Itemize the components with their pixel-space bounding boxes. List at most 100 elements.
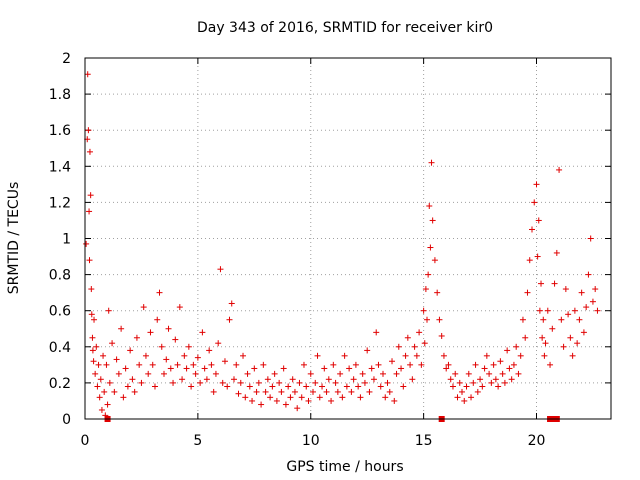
data-point — [355, 383, 362, 390]
data-point — [341, 352, 348, 359]
data-point — [93, 343, 100, 350]
data-point — [447, 376, 454, 383]
data-point — [215, 340, 222, 347]
data-point — [519, 316, 526, 323]
data-point — [431, 257, 438, 264]
data-point — [276, 379, 283, 386]
data-point — [413, 352, 420, 359]
data-point — [539, 334, 546, 341]
data-point — [278, 388, 285, 395]
data-point — [438, 332, 445, 339]
data-point — [192, 370, 199, 377]
data-point — [562, 286, 569, 293]
data-point — [251, 365, 258, 372]
data-point — [172, 336, 179, 343]
data-point — [307, 370, 314, 377]
data-point — [244, 370, 251, 377]
data-point — [296, 379, 303, 386]
data-point — [323, 388, 330, 395]
data-point — [506, 365, 513, 372]
data-point — [443, 365, 450, 372]
data-point — [334, 388, 341, 395]
x-axis-label: GPS time / hours — [286, 459, 403, 475]
data-point — [328, 397, 335, 404]
data-point — [305, 397, 312, 404]
data-point — [541, 352, 548, 359]
data-point — [206, 347, 213, 354]
data-point — [526, 257, 533, 264]
data-point — [449, 383, 456, 390]
data-point — [361, 379, 368, 386]
data-point — [402, 352, 409, 359]
data-point — [490, 361, 497, 368]
data-point — [330, 361, 337, 368]
data-point — [379, 370, 386, 377]
data-point — [364, 347, 371, 354]
data-point — [111, 388, 118, 395]
y-tick-label: 1.4 — [49, 159, 71, 175]
data-point — [479, 383, 486, 390]
data-point — [133, 334, 140, 341]
data-point — [149, 361, 156, 368]
data-point — [316, 394, 323, 401]
x-tick-label: 15 — [415, 433, 433, 449]
data-point — [100, 352, 107, 359]
y-tick-label: 0.2 — [49, 376, 71, 392]
data-point — [513, 343, 520, 350]
data-point — [375, 361, 382, 368]
data-point — [91, 316, 98, 323]
data-point — [98, 406, 105, 413]
data-point — [348, 388, 355, 395]
data-point — [273, 397, 280, 404]
data-point — [101, 388, 108, 395]
data-point — [510, 361, 517, 368]
data-point — [368, 365, 375, 372]
data-point — [411, 343, 418, 350]
data-point — [90, 358, 97, 365]
data-point — [386, 388, 393, 395]
data-point — [199, 329, 206, 336]
data-point — [210, 388, 217, 395]
data-point — [156, 289, 163, 296]
data-point — [370, 376, 377, 383]
data-point — [151, 383, 158, 390]
data-point — [85, 127, 92, 134]
y-tick-label: 0.8 — [49, 268, 71, 284]
data-point — [357, 394, 364, 401]
data-point — [517, 352, 524, 359]
data-point — [212, 370, 219, 377]
data-point — [409, 376, 416, 383]
data-point — [407, 361, 414, 368]
data-point — [201, 365, 208, 372]
data-point — [461, 397, 468, 404]
data-point — [536, 307, 543, 314]
data-point — [585, 271, 592, 278]
data-point — [310, 388, 317, 395]
data-point — [571, 307, 578, 314]
data-point — [233, 361, 240, 368]
data-point — [483, 352, 490, 359]
data-point — [569, 352, 576, 359]
data-point — [287, 394, 294, 401]
data-point — [346, 365, 353, 372]
data-point — [84, 71, 91, 78]
data-point — [246, 383, 253, 390]
data-point — [429, 217, 436, 224]
data-point — [565, 311, 572, 318]
data-point — [174, 361, 181, 368]
data-point — [558, 316, 565, 323]
data-point — [258, 401, 265, 408]
data-point — [181, 352, 188, 359]
data-point — [477, 376, 484, 383]
y-tick-label: 1 — [62, 232, 71, 248]
data-point — [427, 244, 434, 251]
data-point — [465, 370, 472, 377]
data-point — [384, 379, 391, 386]
data-point — [158, 343, 165, 350]
data-point — [404, 334, 411, 341]
data-point — [391, 397, 398, 404]
data-point — [89, 347, 96, 354]
data-points — [83, 71, 601, 419]
data-point — [314, 352, 321, 359]
